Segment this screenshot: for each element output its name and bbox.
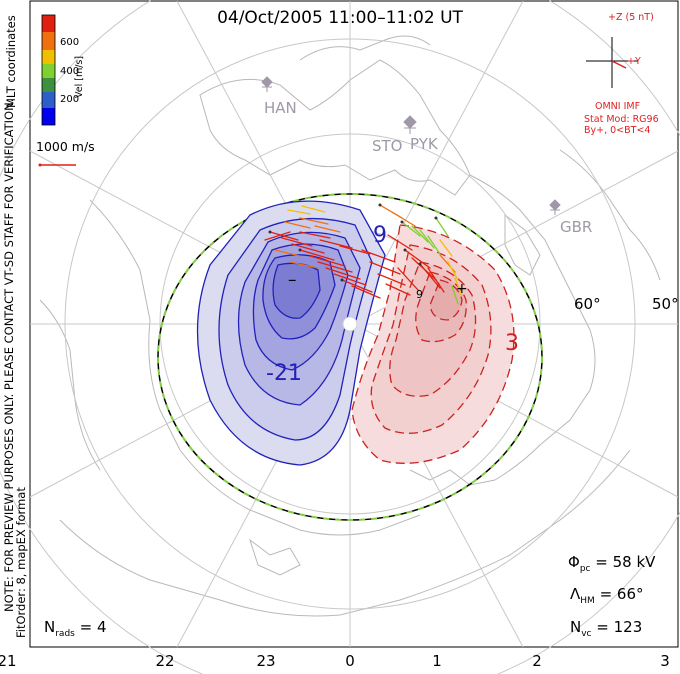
site-label-sto: STO — [372, 137, 403, 155]
mlt-label-1: 1 — [432, 652, 442, 670]
velocity-scale-dot — [38, 163, 42, 167]
nrads-value: = 4 — [79, 618, 107, 636]
hm-boundary-green — [157, 193, 543, 521]
contour-label-dawn-9: 9 — [416, 288, 423, 301]
latitude-label-60: 60° — [574, 295, 601, 313]
phi-value: = 58 kV — [595, 553, 656, 571]
velocity-scale-label: 1000 m/s — [36, 139, 95, 154]
imf-dial — [586, 37, 638, 88]
imf-y-label: +Y — [627, 56, 641, 67]
mlt-label-2: 2 — [532, 652, 542, 670]
cross-polar-potential: Φpc = 58 kV — [568, 553, 655, 574]
radar-count: Nrads = 4 — [44, 618, 107, 639]
contour-label-dusk-21: -21 — [266, 361, 302, 386]
nvc-symbol: N — [570, 618, 582, 636]
mlt-label-23: 23 — [256, 652, 276, 670]
site-label-han: HAN — [264, 99, 297, 117]
contour-label-dawn-3: 3 — [505, 331, 519, 356]
site-markers — [261, 76, 561, 215]
site-label-pyk: PYK — [410, 135, 438, 153]
lambda-symbol: Λ — [570, 585, 581, 603]
coordinates-label: MLT coordinates — [4, 15, 18, 108]
coastlines — [39, 35, 661, 617]
lambda-sub: HM — [580, 596, 595, 606]
colorbar-tick-600: 600 — [60, 37, 80, 48]
mlt-label-21: 21 — [0, 652, 17, 670]
colorbar-tick-200: 200 — [60, 94, 80, 105]
nrads-sub: rads — [55, 629, 75, 639]
imf-source: OMNI IMF — [595, 101, 641, 112]
mlt-label-22: 22 — [155, 652, 175, 670]
hm-boundary-latitude: ΛHM = 66° — [570, 585, 644, 606]
imf-model-1: Stat Mod: RG96 — [584, 114, 659, 125]
dawn-maximum-marker: + — [456, 281, 468, 297]
fit-order-note: FitOrder: 8, mapEX format — [14, 487, 28, 638]
latitude-label-50: 50° — [652, 295, 679, 313]
imf-model-2: By+, 0<BT<4 — [584, 125, 651, 136]
mlt-label-3: 3 — [660, 652, 670, 670]
nrads-symbol: N — [44, 618, 56, 636]
colorbar — [41, 14, 56, 126]
phi-symbol: Φ — [568, 553, 580, 571]
nvc-sub: vc — [581, 629, 592, 639]
dusk-minimum-marker: – — [288, 270, 297, 290]
colorbar-tick-400: 400 — [60, 66, 80, 77]
phi-sub: pc — [579, 564, 591, 574]
contour-label-dusk-9: 9 — [373, 223, 387, 248]
site-label-gbr: GBR — [560, 218, 593, 236]
pole-marker — [342, 316, 358, 332]
lambda-value: = 66° — [599, 585, 644, 603]
imf-z-label: +Z (5 nT) — [608, 12, 654, 23]
vector-count: Nvc = 123 — [570, 618, 642, 639]
nvc-value: = 123 — [596, 618, 643, 636]
dusk-convection-cell — [196, 200, 386, 466]
velocity-vectors — [264, 203, 463, 305]
colorbar-label: Vel [m/s] — [74, 55, 85, 98]
map-title: 04/Oct/2005 11:00–11:02 UT — [217, 8, 463, 28]
mlt-label-0: 0 — [345, 652, 355, 670]
